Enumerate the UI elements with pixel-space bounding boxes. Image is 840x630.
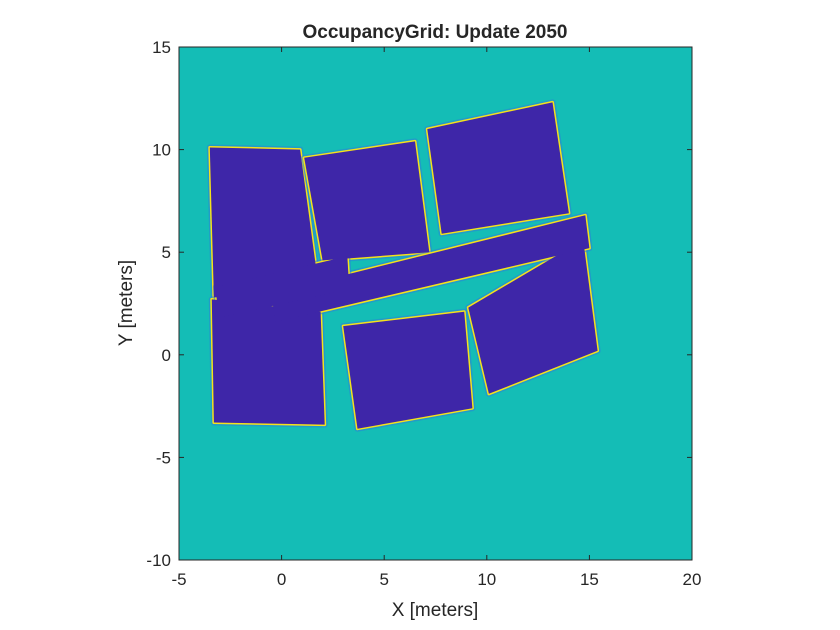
free-space-room-top-middle (304, 141, 430, 261)
y-axis: -10 -5 0 5 10 15 (146, 38, 692, 570)
free-space-room-bottom-right (468, 239, 598, 394)
x-tick-label: 0 (277, 570, 286, 589)
x-tick-label: 5 (379, 570, 388, 589)
free-space-room-top-left (209, 147, 321, 302)
y-tick-label: 15 (152, 38, 171, 57)
y-tick-label: -5 (156, 448, 171, 467)
free-space-room-bottom-left (211, 299, 325, 425)
free-space-corridor (271, 215, 590, 322)
x-tick-label: 15 (580, 570, 599, 589)
map-layer (206, 99, 601, 432)
x-axis-label: X [meters] (392, 600, 479, 621)
chart-title: OccupancyGrid: Update 2050 (302, 22, 567, 43)
y-tick-label: 0 (162, 346, 171, 365)
y-tick-label: 5 (162, 243, 171, 262)
free-space-room-bottom-middle (343, 311, 473, 429)
plot-area (178, 46, 693, 561)
free-space-room-top-right (427, 102, 569, 234)
x-tick-label: 10 (477, 570, 496, 589)
x-axis: -5 0 5 10 15 20 (171, 47, 701, 589)
y-tick-label: -10 (146, 551, 171, 570)
free-space-corridor-west (215, 256, 350, 318)
y-axis-label: Y [meters] (116, 260, 137, 346)
x-tick-label: 20 (683, 570, 702, 589)
y-tick-label: 10 (152, 141, 171, 160)
x-tick-label: -5 (171, 570, 186, 589)
axes-box (178, 46, 693, 561)
